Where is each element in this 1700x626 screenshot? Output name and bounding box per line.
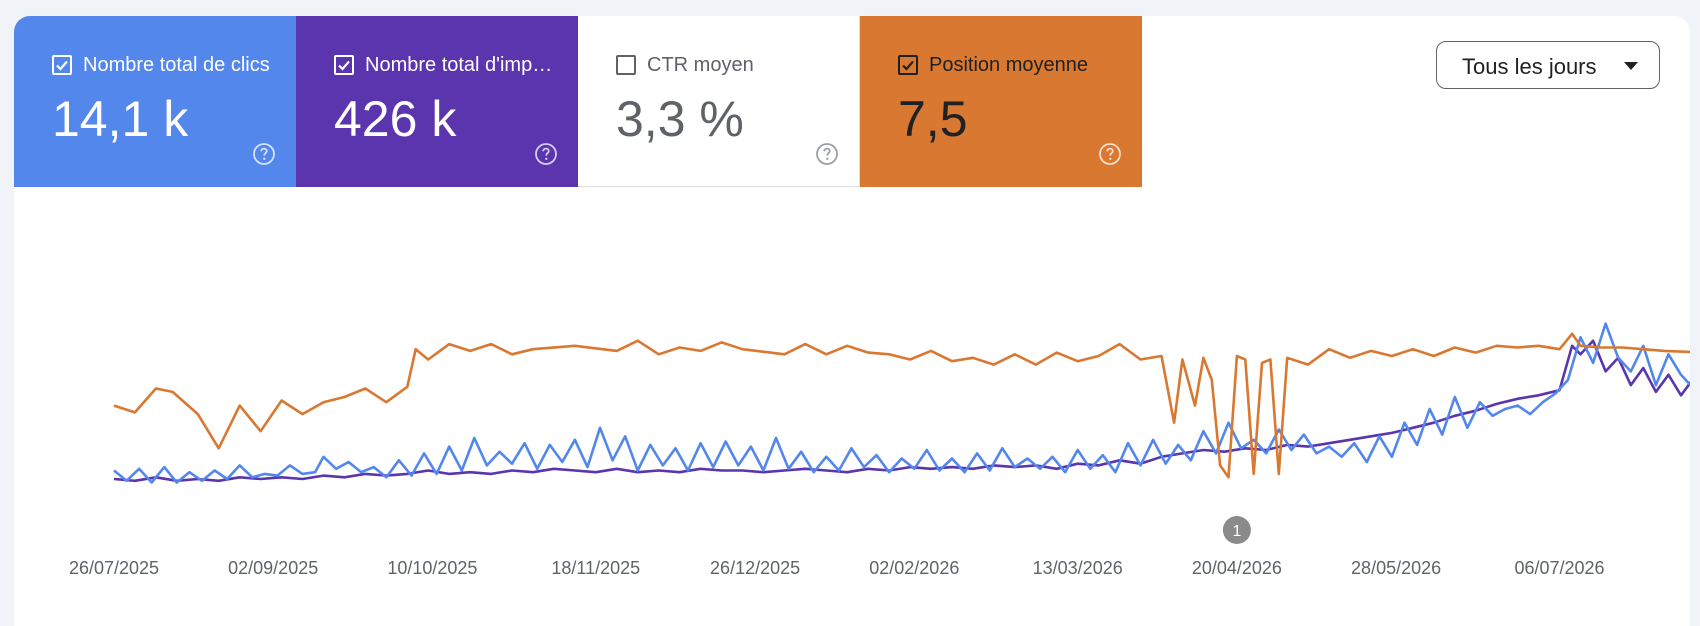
date-range-dropdown[interactable]: Tous les jours <box>1436 41 1660 89</box>
metric-value: 426 k <box>334 91 457 147</box>
series-line-impressions <box>113 339 1690 483</box>
checkbox-unchecked-icon[interactable] <box>616 55 636 75</box>
x-tick-label: 26/12/2025 <box>710 558 800 578</box>
x-tick-label: 06/07/2026 <box>1514 558 1604 578</box>
x-tick-label: 18/11/2025 <box>551 558 640 578</box>
impressions-card[interactable]: Nombre total d'impressions426 k <box>296 16 578 187</box>
performance-panel: Nombre total de clics 14,1 k Nombre total … <box>14 16 1690 626</box>
clicks-card[interactable]: Nombre total de clics 14,1 k <box>14 16 296 187</box>
help-icon[interactable] <box>1098 142 1122 166</box>
series-line-clicks <box>113 322 1690 484</box>
ctr-card[interactable]: CTR moyen 3,3 % <box>578 16 860 187</box>
help-icon[interactable] <box>815 142 839 166</box>
metric-cards: Nombre total de clics 14,1 k Nombre total … <box>14 16 1142 187</box>
annotation-marker[interactable]: 1 <box>1222 516 1251 544</box>
annotation-label: 1 <box>1232 523 1241 540</box>
date-range-label: Tous les jours <box>1462 54 1597 79</box>
checkbox-checked-icon[interactable] <box>52 55 72 75</box>
metric-value: 14,1 k <box>52 91 189 147</box>
x-tick-label: 10/10/2025 <box>387 558 477 578</box>
x-tick-label: 26/07/2025 <box>69 558 159 578</box>
position-card[interactable]: Position moyenne 7,5 <box>860 16 1142 187</box>
checkbox-checked-icon[interactable] <box>334 55 354 75</box>
x-tick-label: 13/03/2026 <box>1033 558 1123 578</box>
caret-down-icon <box>1624 62 1638 70</box>
x-tick-label: 02/02/2026 <box>869 558 959 578</box>
metric-value: 3,3 % <box>616 91 744 147</box>
x-tick-label: 20/04/2026 <box>1192 558 1282 578</box>
metric-value: 7,5 <box>898 91 968 147</box>
x-tick-label: 28/05/2026 <box>1351 558 1441 578</box>
x-tick-label: 02/09/2025 <box>228 558 318 578</box>
series-line-position <box>113 332 1690 479</box>
performance-chart: 26/07/2025 02/09/2025 10/10/2025 18/11/2025… <box>69 322 1690 578</box>
checkbox-checked-icon[interactable] <box>898 55 918 75</box>
help-icon[interactable] <box>252 142 276 166</box>
help-icon[interactable] <box>534 142 558 166</box>
